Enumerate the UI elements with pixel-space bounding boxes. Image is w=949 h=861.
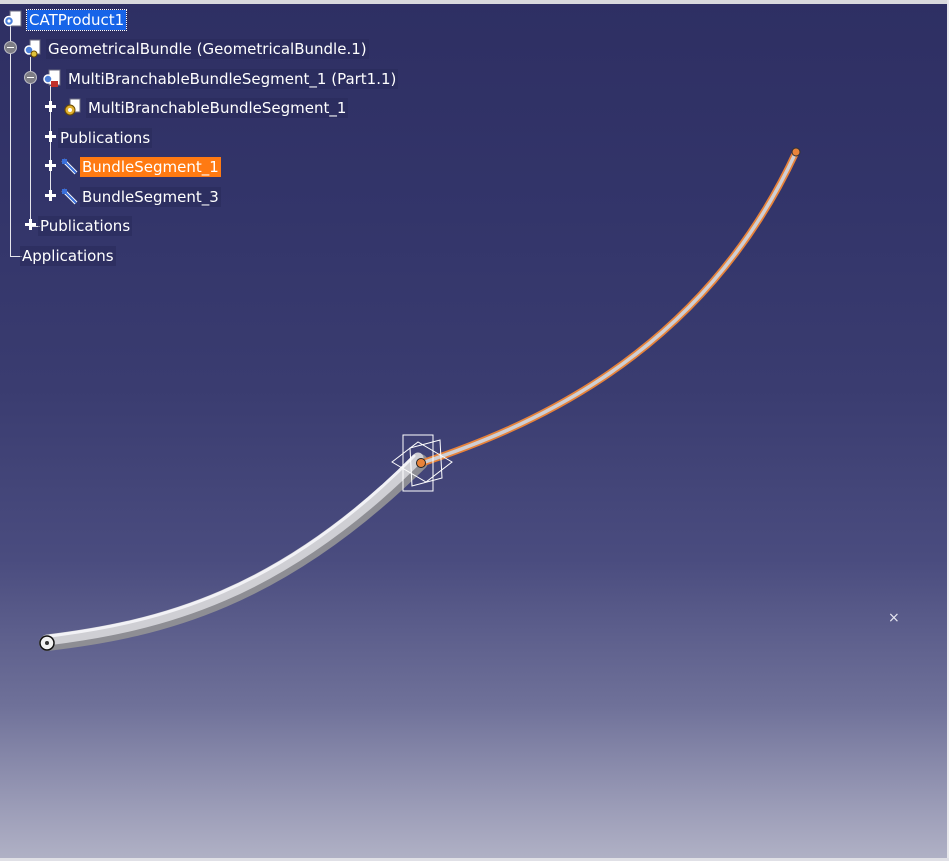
tree-node-mbbs-part[interactable]: MultiBranchableBundleSegment_1 (Part1.1): [42, 68, 399, 90]
gear-body-icon: [62, 98, 82, 118]
expand-toggle-mbbs[interactable]: [45, 101, 56, 112]
part-document-icon: [42, 69, 62, 89]
tree-node-publications-inner[interactable]: Publications: [58, 127, 153, 149]
junction-point[interactable]: [416, 458, 426, 468]
tree-label-geometricalbundle[interactable]: GeometricalBundle (GeometricalBundle.1): [46, 39, 369, 59]
bundle-segment-3-shadow[interactable]: [39, 454, 428, 651]
tree-node-geometricalbundle[interactable]: GeometricalBundle (GeometricalBundle.1): [22, 38, 369, 60]
tree-label-publications-inner[interactable]: Publications: [58, 128, 153, 148]
expand-toggle-publications-outer[interactable]: [25, 219, 36, 230]
bundle-segment-icon: [60, 157, 80, 177]
tree-line-bundle: [30, 57, 31, 227]
viewport-top-border: [0, 0, 949, 4]
collapse-toggle-bundle[interactable]: [4, 41, 17, 54]
bundle-segment-1[interactable]: [420, 150, 798, 465]
tree-line-root: [10, 26, 11, 256]
bundle-segment-1-outline[interactable]: [418, 148, 800, 467]
geometrical-bundle-icon: [22, 39, 42, 59]
tree-label-mbbs-part[interactable]: MultiBranchableBundleSegment_1 (Part1.1): [66, 69, 399, 89]
expand-toggle-segment3[interactable]: [45, 190, 56, 201]
tree-node-segment3[interactable]: BundleSegment_3: [60, 186, 221, 208]
collapse-toggle-part[interactable]: [24, 71, 37, 84]
tree-node-mbbs[interactable]: MultiBranchableBundleSegment_1: [62, 97, 349, 119]
junction-axis-gizmo[interactable]: [391, 434, 453, 492]
viewport-bottom-border: [0, 858, 949, 861]
segment-1-end-point[interactable]: [791, 147, 801, 157]
tree-label-segment3[interactable]: BundleSegment_3: [80, 187, 221, 207]
tree-label-segment1[interactable]: BundleSegment_1: [80, 157, 221, 177]
tree-line-publications-outer: [30, 226, 40, 227]
specification-tree[interactable]: CATProduct1 GeometricalBundle (Geometric…: [0, 0, 400, 270]
tree-label-mbbs[interactable]: MultiBranchableBundleSegment_1: [86, 98, 349, 118]
segment-end-dot: [45, 641, 49, 645]
bundle-segment-3-highlight: [48, 454, 416, 638]
tree-node-segment1[interactable]: BundleSegment_1: [60, 156, 221, 178]
bundle-segment-icon: [60, 187, 80, 207]
tree-label-applications[interactable]: Applications: [20, 246, 116, 266]
viewport-right-border: [947, 0, 949, 861]
tree-label-catproduct1[interactable]: CATProduct1: [25, 9, 128, 31]
x-mark-icon: ×: [888, 610, 900, 626]
tree-label-publications-outer[interactable]: Publications: [38, 216, 133, 236]
expand-toggle-segment1[interactable]: [45, 160, 56, 171]
tree-line-applications: [10, 256, 22, 257]
tree-node-applications[interactable]: Applications: [20, 245, 116, 267]
tree-node-publications-outer[interactable]: Publications: [38, 215, 133, 237]
expand-toggle-publications-inner[interactable]: [45, 131, 56, 142]
product-gear-icon: [3, 10, 23, 30]
tree-node-catproduct1[interactable]: CATProduct1: [3, 9, 128, 31]
bundle-segment-3[interactable]: [41, 452, 424, 646]
